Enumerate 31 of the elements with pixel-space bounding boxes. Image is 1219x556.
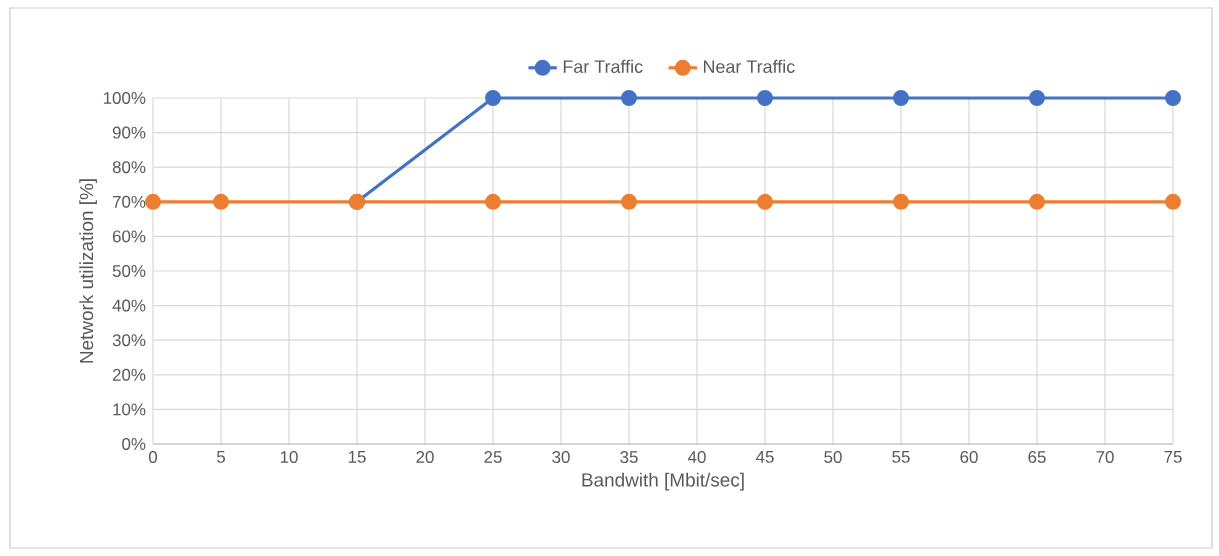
- x-tick-label: 5: [216, 451, 226, 463]
- x-tick-label: 0: [148, 451, 158, 464]
- y-tick-label: 10%: [113, 403, 146, 416]
- y-tick-label: 60%: [112, 230, 146, 243]
- x-tick-label: 20: [416, 451, 434, 464]
- y-tick-label: 30%: [112, 334, 146, 347]
- x-tick-label: 30: [552, 451, 570, 464]
- legend-label: Near Traffic: [703, 59, 795, 73]
- x-tick-label: 50: [824, 451, 842, 464]
- x-tick-label: 75: [1164, 451, 1182, 463]
- y-tick-label: 90%: [112, 126, 146, 139]
- y-axis-title: Network utilization [%]: [79, 179, 97, 363]
- x-tick-label: 65: [1028, 451, 1046, 464]
- y-tick-label: 40%: [112, 299, 146, 312]
- x-tick-label: 15: [348, 451, 366, 463]
- y-tick-label: 80%: [112, 161, 146, 174]
- legend-label: Far Traffic: [563, 59, 643, 73]
- y-tick-label: 20%: [112, 368, 146, 381]
- x-tick-label: 60: [960, 451, 978, 464]
- x-axis-title: Bandwith [Mbit/sec]: [582, 472, 744, 491]
- x-tick-label: 55: [892, 451, 910, 463]
- y-tick-label: 50%: [112, 265, 146, 277]
- y-tick-label: 70%: [112, 195, 146, 208]
- y-tick-label: 100%: [103, 92, 146, 104]
- x-tick-label: 35: [620, 451, 638, 464]
- y-tick-label: 0%: [122, 438, 146, 450]
- x-tick-label: 70: [1096, 451, 1114, 464]
- x-tick-label: 10: [280, 451, 298, 464]
- x-tick-label: 40: [687, 451, 706, 464]
- x-tick-label: 45: [755, 451, 774, 463]
- x-tick-label: 25: [484, 451, 502, 464]
